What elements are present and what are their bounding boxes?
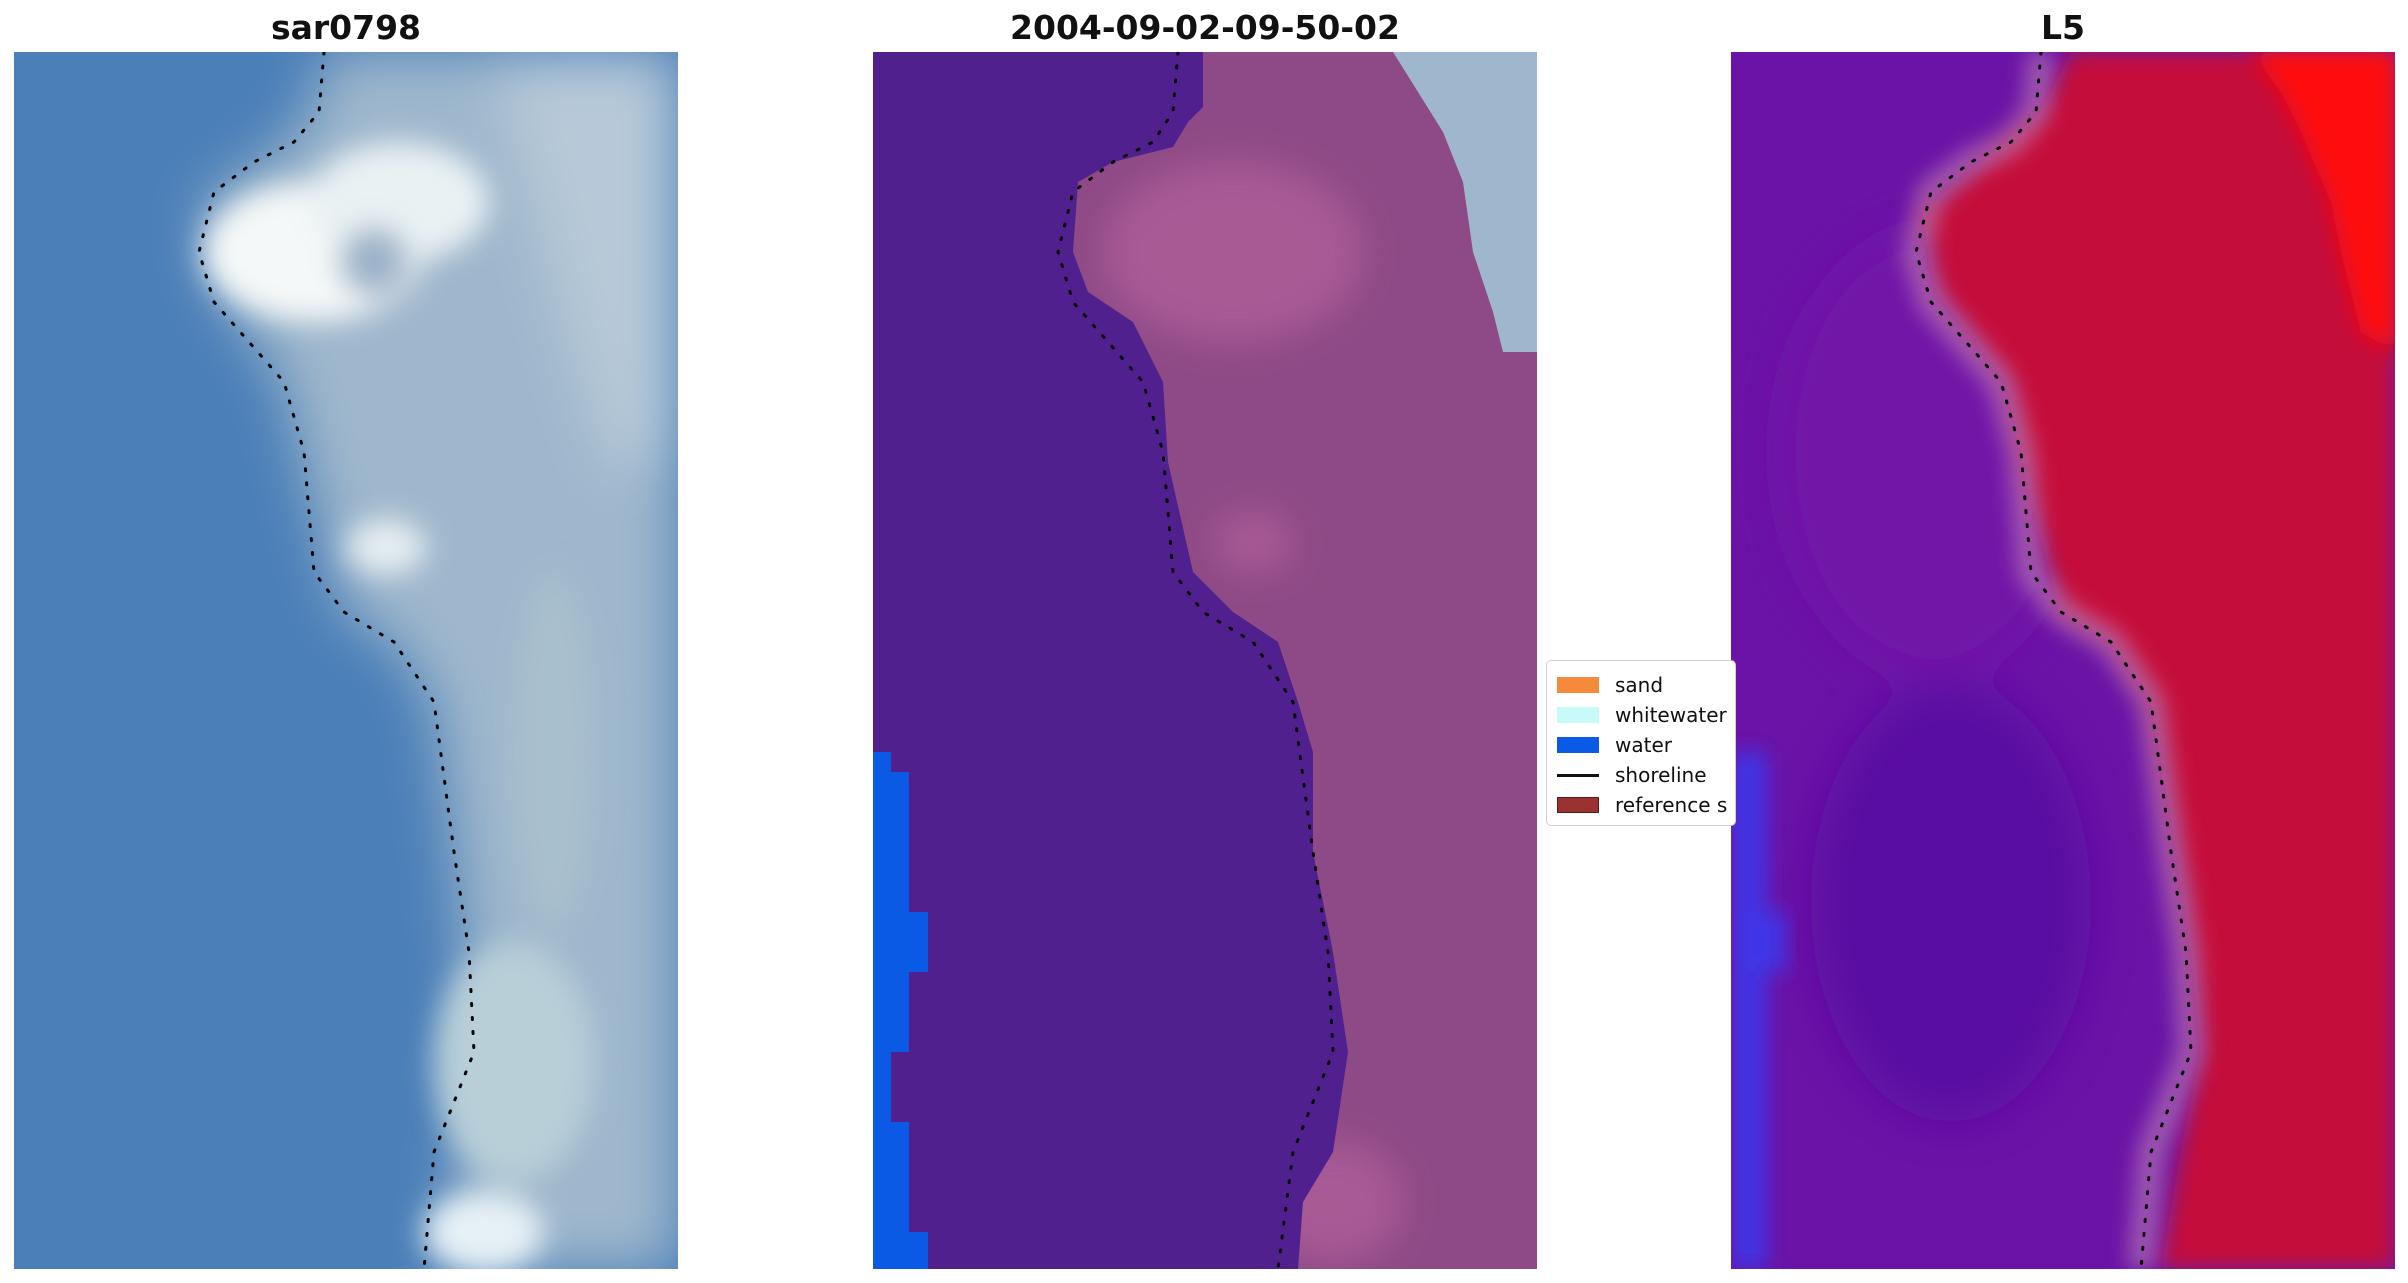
legend-item-whitewater: whitewater [1557, 703, 1727, 727]
peak-index-corner [2251, 52, 2395, 352]
panel-title-rgb: sar0798 [270, 8, 422, 47]
sand-swatch [1557, 677, 1599, 693]
panel-title-index: L5 [2041, 8, 2085, 47]
classified-water-edge [873, 752, 928, 1269]
shoreline-dots [197, 52, 476, 1269]
legend: sand whitewater water shoreline referenc… [1546, 660, 1736, 826]
rgb-image-panel [14, 52, 678, 1269]
legend-item-water: water [1557, 733, 1672, 757]
shoreline-dots [1914, 52, 2193, 1269]
legend-label: sand [1615, 673, 1664, 697]
whitewater-swatch [1557, 707, 1599, 723]
classified-image-panel [873, 52, 1537, 1269]
legend-label: reference s [1615, 793, 1728, 817]
legend-label: whitewater [1615, 703, 1727, 727]
unclassified-land-corner [1393, 52, 1537, 352]
legend-label: water [1615, 733, 1672, 757]
high-index-area [1921, 52, 2395, 1269]
rgb-image [14, 52, 678, 1269]
legend-item-sand: sand [1557, 673, 1663, 697]
shoreline-line-swatch [1557, 773, 1599, 777]
legend-item-reference: reference s [1557, 793, 1727, 817]
index-image [1731, 52, 2395, 1269]
reference-swatch [1557, 797, 1599, 813]
water-swatch [1557, 737, 1599, 753]
water-edge-blue [1731, 752, 1786, 1269]
classified-image [873, 52, 1537, 1269]
legend-item-shoreline: shoreline [1557, 763, 1707, 787]
index-image-panel [1731, 52, 2395, 1269]
legend-label: shoreline [1615, 763, 1707, 787]
panel-title-classified: 2004-09-02-09-50-02 [1010, 8, 1400, 47]
classified-water-area [873, 52, 1348, 1269]
